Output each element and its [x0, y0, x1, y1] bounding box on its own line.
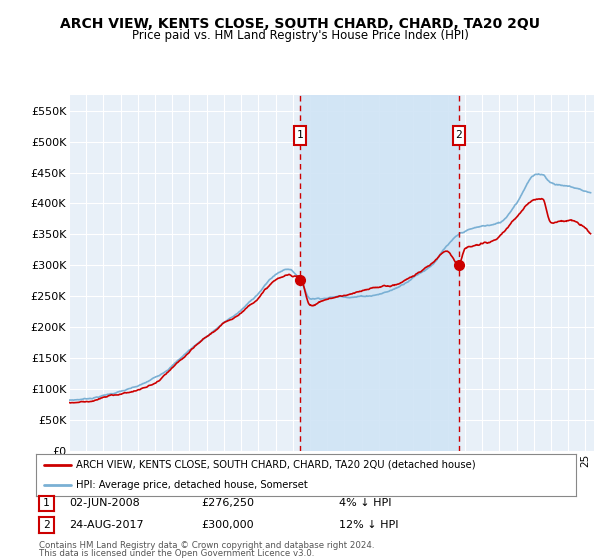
Text: 12% ↓ HPI: 12% ↓ HPI: [339, 520, 398, 530]
Bar: [300, 95, 459, 451]
Text: 2: 2: [43, 520, 50, 530]
Text: £276,250: £276,250: [201, 498, 254, 508]
Text: Contains HM Land Registry data © Crown copyright and database right 2024.: Contains HM Land Registry data © Crown c…: [39, 541, 374, 550]
Bar: [452, 126, 465, 144]
Text: 1: 1: [43, 498, 50, 508]
Text: 2: 2: [455, 130, 462, 141]
Text: HPI: Average price, detached house, Somerset: HPI: Average price, detached house, Some…: [77, 480, 308, 490]
Text: ARCH VIEW, KENTS CLOSE, SOUTH CHARD, CHARD, TA20 2QU: ARCH VIEW, KENTS CLOSE, SOUTH CHARD, CHA…: [60, 17, 540, 31]
Bar: [294, 126, 306, 144]
Text: 4% ↓ HPI: 4% ↓ HPI: [339, 498, 391, 508]
Text: £300,000: £300,000: [201, 520, 254, 530]
Text: 24-AUG-2017: 24-AUG-2017: [69, 520, 143, 530]
Text: ARCH VIEW, KENTS CLOSE, SOUTH CHARD, CHARD, TA20 2QU (detached house): ARCH VIEW, KENTS CLOSE, SOUTH CHARD, CHA…: [77, 460, 476, 470]
Text: This data is licensed under the Open Government Licence v3.0.: This data is licensed under the Open Gov…: [39, 549, 314, 558]
Text: 02-JUN-2008: 02-JUN-2008: [69, 498, 140, 508]
Text: 1: 1: [296, 130, 304, 141]
Text: Price paid vs. HM Land Registry's House Price Index (HPI): Price paid vs. HM Land Registry's House …: [131, 29, 469, 42]
